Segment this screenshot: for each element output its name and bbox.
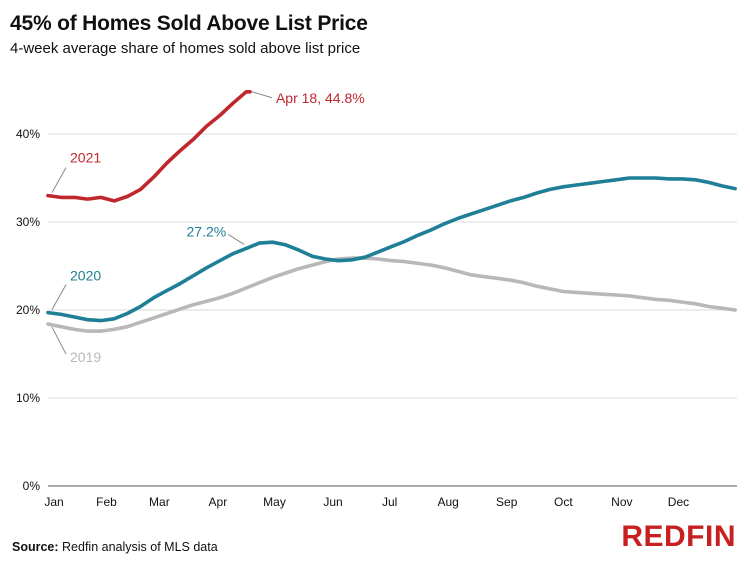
source-note: Source: Redfin analysis of MLS data [12, 540, 218, 554]
annotation-2020-peak: 27.2% [187, 223, 227, 239]
chart-title: 45% of Homes Sold Above List Price [10, 12, 368, 35]
y-tick-label: 10% [16, 391, 40, 405]
x-tick-label: Feb [96, 495, 117, 509]
x-tick-label: Mar [149, 495, 170, 509]
annotation-leader [251, 91, 273, 99]
annotation-leader [51, 326, 67, 355]
source-label: Source: [12, 540, 59, 554]
source-text: Redfin analysis of MLS data [62, 540, 218, 554]
series-label-2019: 2019 [70, 349, 101, 365]
y-tick-label: 20% [16, 303, 40, 317]
x-tick-label: Jul [382, 495, 397, 509]
x-tick-label: May [263, 495, 286, 509]
y-tick-label: 0% [23, 479, 41, 493]
x-tick-label: Dec [668, 495, 689, 509]
x-tick-label: Jun [323, 495, 342, 509]
x-tick-label: Oct [554, 495, 573, 509]
y-tick-label: 30% [16, 215, 40, 229]
x-tick-label: Nov [611, 495, 632, 509]
series-label-2021: 2021 [70, 150, 101, 166]
series-line-2019 [46, 256, 737, 333]
annotation-leader [227, 233, 245, 245]
annotation-2021-peak: Apr 18, 44.8% [276, 90, 365, 106]
annotation-leader [51, 284, 67, 310]
series-label-2020: 2020 [70, 268, 101, 284]
chart-subtitle: 4-week average share of homes sold above… [10, 40, 361, 57]
y-tick-label: 40% [16, 127, 40, 141]
x-tick-label: Apr [209, 495, 228, 509]
x-tick-label: Sep [496, 495, 518, 509]
annotation-leader [51, 167, 67, 193]
x-tick-label: Jan [44, 495, 63, 509]
x-tick-label: Aug [438, 495, 459, 509]
series-line-2021 [46, 90, 252, 203]
series-line-2020 [46, 176, 737, 323]
redfin-logo: REDFIN [621, 520, 736, 553]
